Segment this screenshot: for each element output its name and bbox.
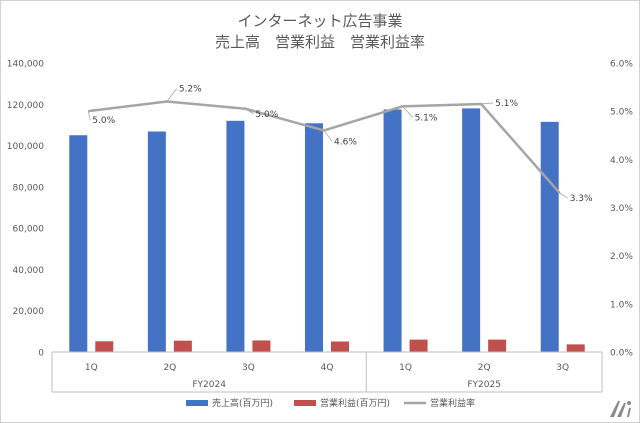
legend-profit-swatch (294, 400, 316, 406)
right-axis-tick-label: 6.0% (610, 60, 633, 70)
left-axis-tick-label: 20,000 (13, 307, 45, 317)
left-axis-tick-label: 60,000 (13, 225, 45, 235)
legend-profit-label: 営業利益(百万円) (320, 397, 390, 409)
margin-data-label: 5.0% (255, 110, 278, 120)
margin-label-leader (481, 102, 494, 105)
right-axis-tick-label: 1.0% (610, 300, 633, 310)
revenue-bar (462, 108, 481, 353)
margin-label-leader (402, 106, 413, 118)
fiscal-year-label: FY2024 (192, 380, 226, 390)
revenue-bar (226, 120, 245, 352)
category-tick-label: 1Q (85, 363, 98, 373)
legend-revenue-label: 売上高(百万円) (212, 397, 273, 409)
revenue-bar (69, 135, 88, 352)
revenue-bar (540, 121, 559, 352)
fiscal-year-label: FY2025 (467, 380, 501, 390)
category-tick-label: 3Q (556, 363, 569, 373)
chart-title-line-1: インターネット広告事業 (237, 12, 403, 30)
right-axis-tick-label: 5.0% (610, 108, 633, 118)
left-axis-tick-label: 40,000 (13, 266, 45, 276)
legend-margin-label: 営業利益率 (430, 397, 475, 409)
operating-profit-bar (488, 339, 507, 352)
category-tick-label: 1Q (399, 363, 412, 373)
margin-data-label: 5.1% (495, 99, 518, 109)
margin-label-leader (166, 88, 178, 102)
margin-label-leader (245, 108, 254, 115)
left-axis-tick-label: 80,000 (13, 183, 45, 193)
category-tick-label: 3Q (242, 363, 255, 373)
margin-data-label: 4.6% (334, 137, 357, 147)
left-axis-tick-label: 120,000 (7, 101, 44, 111)
category-tick-label: 4Q (321, 363, 334, 373)
left-axis-tick-label: 0 (38, 349, 44, 359)
legend-revenue-swatch (186, 400, 208, 406)
margin-data-label: 3.3% (570, 194, 593, 204)
category-tick-label: 2Q (163, 363, 176, 373)
right-axis-tick-label: 4.0% (610, 156, 633, 166)
margin-data-label: 5.1% (415, 113, 438, 123)
chart-title-line-2: 売上高 営業利益 営業利益率 (214, 33, 425, 51)
left-axis-tick-label: 140,000 (7, 60, 44, 70)
operating-profit-bar (566, 344, 585, 352)
right-axis-tick-label: 0.0% (610, 349, 633, 359)
operating-profit-bar (331, 341, 349, 352)
margin-label-leader (559, 192, 568, 199)
operating-profit-bar (409, 339, 428, 352)
revenue-bar (305, 123, 323, 352)
margin-data-label: 5.0% (92, 116, 115, 126)
operating-profit-bar (95, 341, 114, 352)
right-axis-tick-label: 3.0% (610, 204, 633, 214)
margin-label-leader (323, 130, 333, 142)
revenue-bar (147, 131, 166, 352)
category-tick-label: 2Q (478, 363, 491, 373)
revenue-bar (383, 109, 402, 352)
operating-profit-bar (252, 340, 271, 352)
operating-profit-bar (173, 340, 192, 352)
publisher-logo-icon (610, 401, 631, 417)
right-axis-tick-label: 2.0% (610, 252, 633, 262)
margin-label-leader (87, 111, 91, 121)
margin-data-label: 5.2% (179, 85, 202, 95)
left-axis-tick-label: 100,000 (7, 142, 44, 152)
